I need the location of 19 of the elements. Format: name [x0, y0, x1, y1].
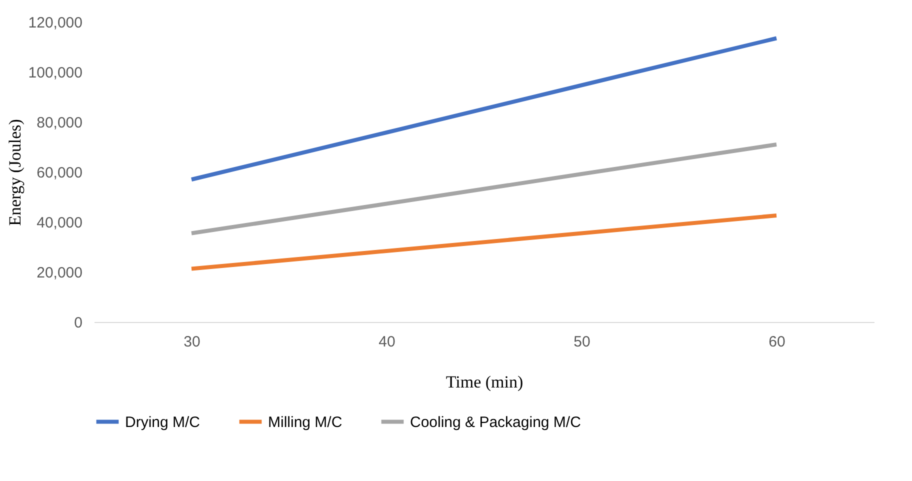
x-tick-label: 60 — [768, 334, 786, 350]
y-tick-label: 120,000 — [28, 14, 82, 32]
x-tick-label: 50 — [574, 334, 590, 350]
x-tick-label: 30 — [184, 334, 200, 350]
line-series — [190, 214, 778, 271]
line-series — [190, 36, 778, 182]
legend-label: Milling M/C — [268, 414, 342, 431]
y-tick-label: 100,000 — [28, 64, 82, 82]
x-tick-label: 40 — [378, 334, 396, 350]
legend-label: Cooling & Packaging M/C — [410, 414, 582, 431]
legend-label: Drying M/C — [125, 414, 200, 431]
y-tick-label: 0 — [74, 314, 82, 332]
y-axis-title: Energy (Joules) — [5, 119, 24, 226]
x-axis-title: Time (min) — [446, 372, 524, 392]
y-tick-label: 60,000 — [36, 164, 82, 182]
line-series — [190, 142, 778, 236]
y-tick-label: 20,000 — [36, 264, 82, 282]
y-tick-label: 40,000 — [36, 214, 82, 232]
y-tick-label: 80,000 — [36, 114, 82, 132]
